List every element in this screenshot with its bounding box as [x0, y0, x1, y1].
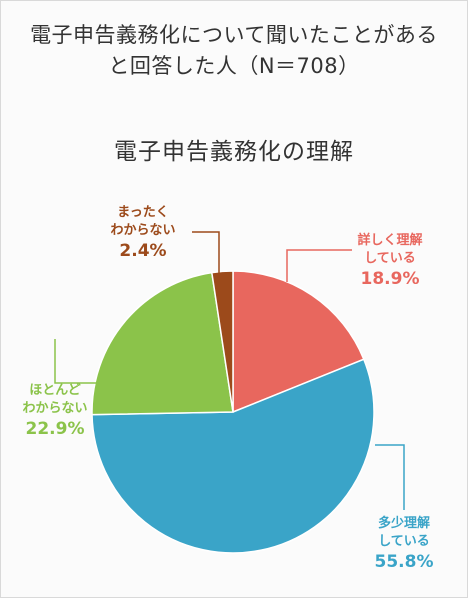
leader-line-0 [286, 249, 352, 282]
slice-label-line-3-0: まったく [117, 205, 168, 220]
slice-label-line-0-0: 詳しく理解 [357, 232, 422, 248]
pie-slice-3 [210, 270, 234, 413]
slice-label-line-1-1: している [378, 534, 430, 549]
chart-title: 電子申告義務化の理解 [114, 139, 354, 165]
leader-line-2 [54, 339, 96, 384]
slice-value-3: 2.4% [119, 241, 166, 261]
leader-line-3 [192, 231, 220, 274]
slice-label-line-2-0: ほとんど [29, 383, 81, 398]
slice-label-line-3-1: わからない [110, 223, 175, 238]
slice-label-line-2-1: わからない [22, 401, 87, 416]
leader-line-1 [375, 444, 405, 510]
pie-slice-2 [91, 271, 234, 416]
pie-slice-0 [232, 270, 365, 414]
slice-value-2: 22.9% [26, 419, 85, 439]
slice-value-1: 55.8% [375, 552, 434, 572]
header-line-2: と回答した人（N＝708） [108, 54, 360, 78]
slice-label-line-0-1: している [364, 251, 416, 266]
header-line-1: 電子申告義務化について聞いたことがある [30, 23, 438, 47]
chart-header: 電子申告義務化について聞いたことがある と回答した人（N＝708） [0, 20, 468, 82]
slice-value-0: 18.9% [361, 269, 420, 289]
slice-label-line-1-0: 多少理解 [378, 515, 430, 531]
pie-slice-1 [91, 358, 375, 554]
